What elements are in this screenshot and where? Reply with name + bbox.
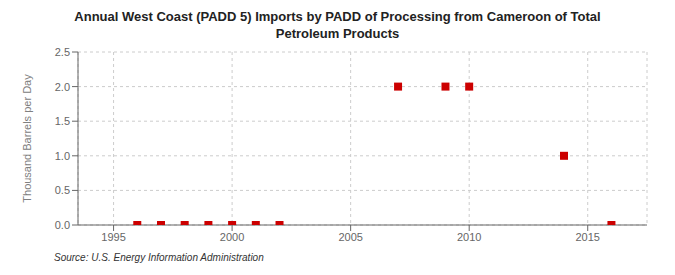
svg-text:2000: 2000 (220, 231, 244, 243)
svg-text:0.0: 0.0 (55, 219, 70, 231)
svg-text:1995: 1995 (101, 231, 125, 243)
svg-text:1.0: 1.0 (55, 150, 70, 162)
svg-text:2010: 2010 (457, 231, 481, 243)
html-text:Source: U.S. Energy Informatio: Source: U.S. Energy Information Administ… (54, 252, 264, 263)
html-text:Annual West Coast (PADD 5) Imp: Annual West Coast (PADD 5) Imports by PA… (74, 9, 601, 24)
svg-text:2005: 2005 (338, 231, 362, 243)
svg-text:Thousand Barrels per Day: Thousand Barrels per Day (21, 74, 33, 203)
svg-text:0.5: 0.5 (55, 184, 70, 196)
svg-text:1.5: 1.5 (55, 115, 70, 127)
svg-text:2.5: 2.5 (55, 46, 70, 58)
svg-text:2015: 2015 (575, 231, 599, 243)
svg-text:2.0: 2.0 (55, 81, 70, 93)
html-text:Petroleum Products: Petroleum Products (275, 26, 400, 41)
